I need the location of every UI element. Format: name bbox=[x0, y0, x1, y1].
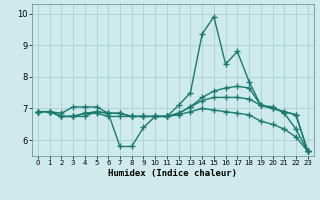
X-axis label: Humidex (Indice chaleur): Humidex (Indice chaleur) bbox=[108, 169, 237, 178]
